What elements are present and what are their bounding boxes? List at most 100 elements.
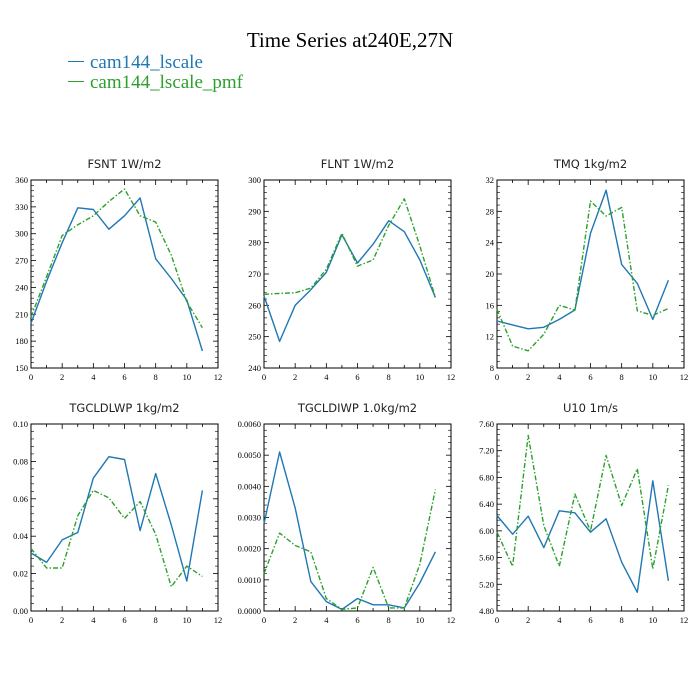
y-tick-label: 8 [490,363,494,373]
y-tick-label: 240 [15,282,28,292]
x-tick-label: 10 [416,615,425,625]
y-tick-label: 250 [248,332,261,342]
y-tick-label: 260 [248,300,261,310]
x-tick-label: 2 [60,615,64,625]
y-tick-label: 0.0060 [238,419,261,429]
y-tick-label: 240 [248,363,261,373]
x-tick-label: 12 [447,372,456,382]
y-tick-label: 12 [486,332,495,342]
series-line-cam144-lscale-pmf [263,489,437,611]
x-tick-label: 4 [557,372,562,382]
y-tick-label: 0.10 [13,419,28,429]
x-tick-label: 4 [324,615,329,625]
x-tick-label: 2 [60,372,64,382]
series-line-cam144-lscale [496,480,670,593]
x-tick-label: 4 [91,372,96,382]
y-tick-label: 0.0020 [238,544,261,554]
chart-panel-0: FSNT 1W/m2 0 2 4 6 8 10 12 150 180 210 240 270 300 330… [15,157,222,382]
x-tick-label: 8 [387,615,391,625]
series-line-cam144-lscale-pmf [496,200,669,352]
chart-panel-5: U10 1m/s 0 2 4 6 8 10 12 4.80 5.20 5.60 6.00 6.40 6.8… [479,401,688,625]
series-line-cam144-lscale [496,189,670,330]
x-tick-label: 10 [183,372,192,382]
y-tick-label: 5.60 [479,553,494,563]
y-tick-label: 180 [15,336,28,346]
y-tick-label: 0.06 [13,494,28,504]
x-tick-label: 0 [29,372,33,382]
chart-panel-4: TGCLDIWP 1.0kg/m2 0 2 4 6 8 10 12 0.0000 0.0010 0.… [238,401,456,625]
y-tick-label: 32 [486,175,495,185]
series-line-cam144-lscale [263,451,437,611]
legend-swatch-cam144-lscale-pmf [68,81,84,83]
y-tick-label: 6.80 [479,472,494,482]
series-line-cam144-lscale [30,197,204,352]
x-tick-label: 12 [214,615,223,625]
x-tick-label: 2 [526,372,530,382]
series-line-cam144-lscale-pmf [30,489,203,588]
x-tick-label: 6 [122,372,126,382]
plot-frame [263,179,452,369]
series-line-cam144-lscale [263,219,437,343]
y-tick-label: 7.20 [479,446,494,456]
x-tick-label: 12 [447,615,456,625]
x-tick-label: 10 [416,372,425,382]
figure-title: Time Series at240E,27N [246,28,454,52]
x-tick-label: 6 [355,615,359,625]
x-tick-label: 6 [588,615,592,625]
plot-frame [496,423,685,612]
y-tick-label: 24 [486,238,495,248]
y-tick-label: 360 [15,175,28,185]
x-tick-label: 8 [154,615,158,625]
legend-item-cam144-lscale-pmf: cam144_lscale_pmf [68,72,243,94]
x-tick-label: 0 [495,615,499,625]
x-tick-label: 6 [355,372,359,382]
y-tick-label: 290 [248,206,261,216]
x-tick-label: 0 [262,372,266,382]
x-tick-label: 4 [324,372,329,382]
y-tick-label: 6.40 [479,499,494,509]
y-tick-label: 0.0040 [238,481,261,491]
x-tick-label: 2 [293,372,297,382]
legend-item-cam144-lscale: cam144_lscale [68,52,203,74]
x-tick-label: 12 [680,372,689,382]
y-tick-label: 28 [486,206,495,216]
x-tick-label: 2 [526,615,530,625]
chart-title: TGCLDLWP 1kg/m2 [68,401,179,415]
x-tick-label: 2 [293,615,297,625]
y-tick-label: 270 [15,256,28,266]
x-tick-label: 8 [620,372,624,382]
chart-title: TMQ 1kg/m2 [553,157,627,171]
x-tick-label: 4 [91,615,96,625]
x-tick-label: 4 [557,615,562,625]
series-line-cam144-lscale-pmf [496,434,670,570]
x-tick-label: 8 [154,372,158,382]
chart-panel-1: FLNT 1W/m2 0 2 4 6 8 10 12 240 250 260 270 280 290 300 [248,157,455,382]
y-tick-label: 300 [248,175,261,185]
y-tick-label: 0.0050 [238,450,261,460]
y-tick-label: 0.02 [13,569,28,579]
series-line-cam144-lscale-pmf [263,198,437,298]
y-tick-label: 300 [15,229,28,239]
y-tick-label: 6.00 [479,526,494,536]
chart-panel-3: TGCLDLWP 1kg/m2 0 2 4 6 8 10 12 0.00 0.02 0.04 0.06… [13,401,222,625]
chart-title: FLNT 1W/m2 [321,157,394,171]
y-tick-label: 0.00 [13,606,28,616]
y-tick-label: 0.0010 [238,575,261,585]
chart-title: FSNT 1W/m2 [87,157,161,171]
x-tick-label: 0 [262,615,266,625]
series-line-cam144-lscale [30,456,204,582]
x-tick-label: 0 [29,615,33,625]
series-line-cam144-lscale-pmf [30,188,203,329]
y-tick-label: 0.04 [13,531,29,541]
plot-frame [263,423,452,612]
x-tick-label: 6 [122,615,126,625]
y-tick-label: 7.60 [479,419,494,429]
x-tick-label: 8 [620,615,624,625]
legend-label-cam144-lscale: cam144_lscale [90,52,203,73]
chart-title: TGCLDIWP 1.0kg/m2 [297,401,417,415]
y-tick-label: 5.20 [479,579,494,589]
y-tick-label: 16 [486,300,495,310]
y-tick-label: 280 [248,238,261,248]
